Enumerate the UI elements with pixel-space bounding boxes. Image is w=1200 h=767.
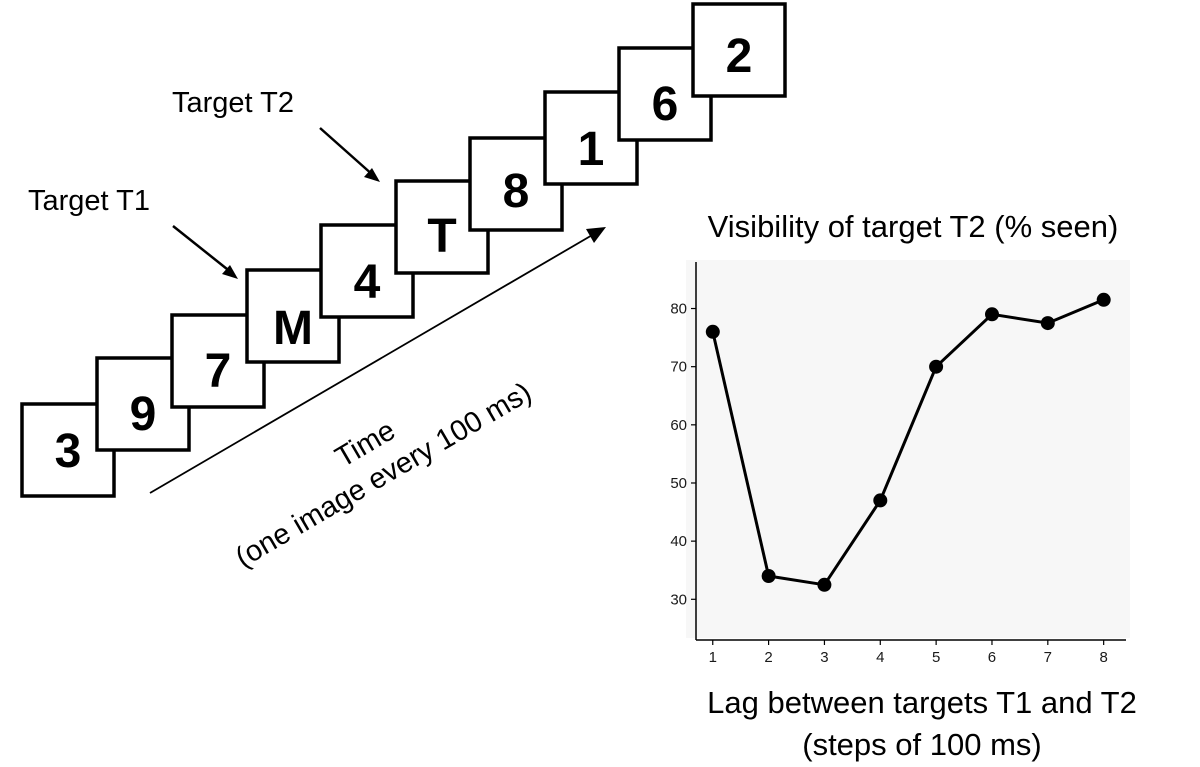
x-tick-label: 4 xyxy=(876,649,884,666)
data-point xyxy=(761,569,776,583)
frame-symbol: 2 xyxy=(726,30,753,83)
data-point xyxy=(1040,316,1055,331)
y-tick-label: 40 xyxy=(670,533,687,550)
data-point xyxy=(1096,292,1111,307)
y-tick-label: 30 xyxy=(670,591,687,608)
y-tick-label: 70 xyxy=(670,359,687,376)
data-points xyxy=(705,292,1111,592)
frame-symbol: M xyxy=(273,302,313,355)
target-t1-label: Target T1 xyxy=(28,185,150,217)
rsvp-frame-stream: 3 9 7 M 4 T 8 1 xyxy=(20,2,787,498)
frame-box xyxy=(691,2,787,98)
y-tick-label: 60 xyxy=(670,417,687,434)
x-tick-label: 2 xyxy=(764,649,772,666)
x-axis-sublabel: (steps of 100 ms) xyxy=(802,727,1041,762)
chart-title: Visibility of target T2 (% seen) xyxy=(708,209,1119,244)
x-tick-label: 8 xyxy=(1099,649,1107,666)
y-tick-label: 80 xyxy=(670,301,687,318)
arrow-head-icon xyxy=(364,168,380,182)
frame-symbol: 9 xyxy=(130,388,157,441)
frame-symbol: 7 xyxy=(205,345,232,398)
arrow-line xyxy=(172,225,233,274)
frame-symbol: 8 xyxy=(503,165,530,218)
visibility-chart: Visibility of target T2 (% seen) 30 40 50 6… xyxy=(670,209,1137,762)
frame-symbol: 4 xyxy=(354,256,381,309)
x-tick-label: 1 xyxy=(709,649,717,666)
y-ticks: 30 40 50 60 70 80 xyxy=(670,301,696,608)
y-tick-label: 50 xyxy=(670,475,687,492)
frame-symbol: 3 xyxy=(55,425,82,478)
target-t2-callout: Target T2 xyxy=(172,87,380,182)
x-axis-label: Lag between targets T1 and T2 xyxy=(707,685,1137,720)
data-point xyxy=(817,577,832,592)
data-point xyxy=(873,493,888,508)
series-line xyxy=(711,298,1105,587)
arrow-head-icon xyxy=(586,227,606,243)
x-ticks: 1 2 3 4 5 6 7 8 xyxy=(709,640,1108,666)
x-tick-label: 3 xyxy=(820,649,828,666)
arrow-head-icon xyxy=(222,265,238,279)
target-t2-label: Target T2 xyxy=(172,87,294,119)
data-point xyxy=(929,359,944,374)
x-tick-label: 5 xyxy=(932,649,940,666)
frame-symbol: 1 xyxy=(578,123,605,176)
frame-symbol: T xyxy=(427,210,456,263)
x-tick-label: 7 xyxy=(1044,649,1052,666)
x-tick-label: 6 xyxy=(988,649,996,666)
chart-panel xyxy=(686,260,1130,638)
target-t1-callout: Target T1 xyxy=(28,185,238,279)
frame-10: 2 xyxy=(691,2,787,98)
frame-symbol: 6 xyxy=(652,78,679,131)
data-point xyxy=(705,324,720,339)
data-point xyxy=(985,307,999,322)
time-sublabel: (one image every 100 ms) xyxy=(230,377,537,575)
time-axis-line xyxy=(149,233,595,494)
arrow-line xyxy=(319,127,375,177)
